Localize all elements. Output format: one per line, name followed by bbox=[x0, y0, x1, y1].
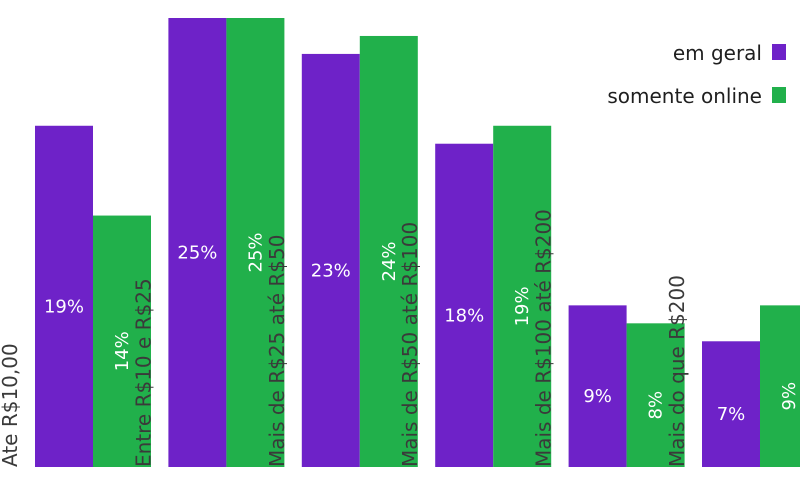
category-label-1: Ate R$10,00 bbox=[0, 343, 22, 467]
value-label-em-geral-6: 7% bbox=[717, 404, 746, 425]
bars-layer bbox=[35, 18, 800, 468]
value-label-somente-online-6: 9% bbox=[779, 382, 800, 411]
bar-em-geral-3 bbox=[301, 53, 360, 468]
legend: em geral somente online bbox=[607, 41, 786, 108]
value-label-somente-online-4: 19% bbox=[512, 286, 533, 326]
category-label-4: Mais de R$50 até R$100 bbox=[398, 222, 422, 467]
value-label-somente-online-5: 8% bbox=[646, 391, 667, 420]
legend-swatch-somente-online bbox=[772, 87, 786, 103]
value-label-somente-online-1: 14% bbox=[112, 331, 133, 371]
category-label-6: Mais do que R$200 bbox=[665, 275, 689, 467]
value-label-em-geral-3: 23% bbox=[311, 260, 351, 281]
bar-somente-online-3 bbox=[359, 35, 418, 468]
value-label-em-geral-5: 9% bbox=[583, 386, 612, 407]
bar-somente-online-1 bbox=[93, 215, 151, 467]
value-labels: 19% 14% 25% 25% 23% 24% 18% 19% 9% 8% 7% 9% bbox=[44, 232, 800, 425]
bar-em-geral-6 bbox=[702, 341, 760, 467]
legend-label-em-geral: em geral bbox=[673, 41, 762, 65]
bar-em-geral-2 bbox=[168, 18, 227, 467]
legend-label-somente-online: somente online bbox=[607, 84, 762, 108]
bar-somente-online-2 bbox=[226, 18, 285, 467]
value-label-somente-online-2: 25% bbox=[245, 232, 266, 272]
bar-em-geral-1 bbox=[35, 125, 93, 467]
category-label-2: Entre R$10 e R$25 bbox=[131, 278, 155, 467]
bar-em-geral-5 bbox=[568, 305, 627, 467]
value-label-em-geral-2: 25% bbox=[177, 243, 217, 264]
value-label-somente-online-3: 24% bbox=[379, 241, 400, 281]
category-label-3: Mais de R$25 até R$50 bbox=[265, 235, 289, 467]
legend-swatch-em-geral bbox=[772, 44, 786, 60]
value-label-em-geral-1: 19% bbox=[44, 296, 84, 317]
value-label-em-geral-4: 18% bbox=[444, 305, 484, 326]
bar-somente-online-5 bbox=[626, 323, 685, 467]
bar-em-geral-4 bbox=[435, 143, 494, 467]
bar-somente-online-6 bbox=[760, 305, 800, 467]
bar-somente-online-4 bbox=[493, 125, 552, 467]
category-label-5: Mais de R$100 até R$200 bbox=[532, 209, 556, 467]
category-labels: Ate R$10,00 Entre R$10 e R$25 Mais de R$25… bbox=[0, 209, 689, 467]
